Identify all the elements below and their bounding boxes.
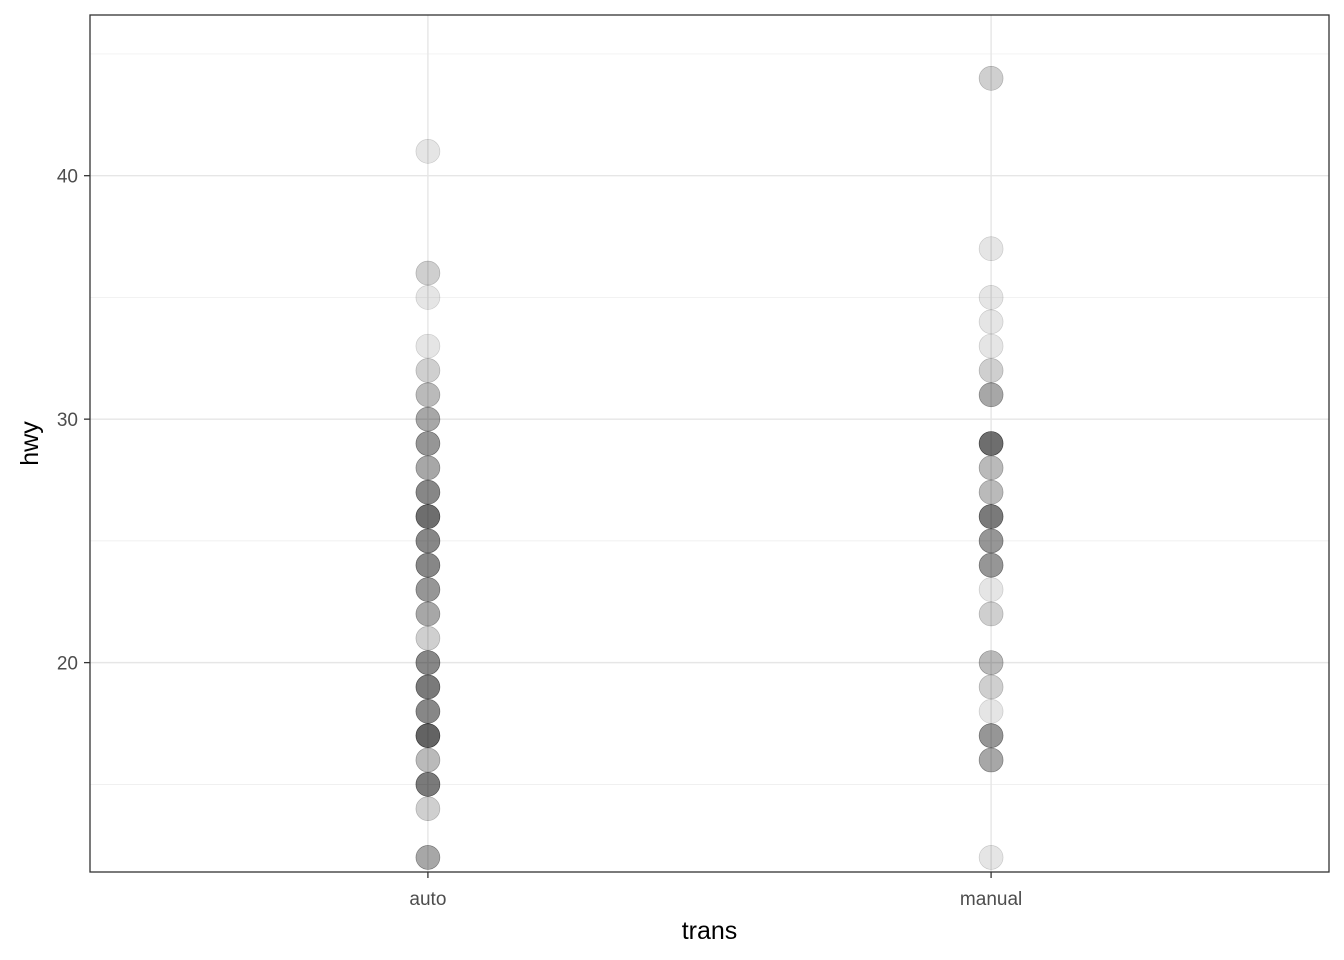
data-point — [978, 309, 1004, 335]
data-point — [978, 845, 1004, 870]
data-point — [415, 431, 441, 456]
x-tick-label: manual — [960, 889, 1022, 910]
panel-border — [89, 14, 1330, 873]
data-point — [978, 431, 1004, 456]
data-point — [978, 699, 1004, 724]
data-point — [415, 772, 441, 797]
data-point — [978, 528, 1004, 554]
data-point — [415, 528, 441, 554]
y-tick-label: 30 — [57, 410, 78, 431]
y-tick-label: 20 — [57, 654, 78, 675]
y-axis-title: hwy — [16, 421, 44, 466]
grid — [90, 15, 1329, 872]
panel-background — [90, 15, 1329, 872]
data-point — [415, 382, 441, 408]
data-point — [415, 674, 441, 700]
data-point — [415, 455, 441, 481]
data-point — [978, 382, 1004, 408]
data-point — [415, 723, 441, 748]
data-point — [415, 333, 441, 359]
y-tick-label: 40 — [57, 167, 78, 188]
data-point — [978, 577, 1004, 602]
data-point — [978, 479, 1004, 505]
data-point — [415, 650, 441, 675]
data-point — [415, 577, 441, 602]
data-point — [978, 601, 1004, 627]
data-point — [978, 650, 1004, 675]
data-point — [415, 479, 441, 505]
data-point — [978, 674, 1004, 700]
data-point — [415, 625, 441, 651]
data-point — [415, 504, 441, 529]
data-point — [978, 504, 1004, 529]
data-point — [978, 236, 1004, 262]
data-point — [978, 455, 1004, 481]
data-point — [415, 601, 441, 627]
data-point — [415, 796, 441, 821]
data-point — [978, 358, 1004, 383]
points — [415, 66, 1004, 870]
data-point — [978, 66, 1004, 91]
data-point — [978, 723, 1004, 748]
data-point — [415, 552, 441, 578]
data-point — [415, 747, 441, 773]
data-point — [978, 552, 1004, 578]
axes: 20 30 40 auto manual — [57, 167, 1022, 910]
data-point — [415, 358, 441, 383]
data-point — [978, 333, 1004, 359]
data-point — [415, 285, 441, 310]
data-point — [978, 747, 1004, 773]
data-point — [415, 260, 441, 286]
x-tick-label: auto — [409, 889, 446, 910]
data-point — [415, 845, 441, 870]
data-point — [415, 699, 441, 724]
data-point — [415, 406, 441, 432]
data-point — [415, 139, 441, 164]
x-axis-title: trans — [682, 917, 738, 945]
data-point — [978, 285, 1004, 310]
